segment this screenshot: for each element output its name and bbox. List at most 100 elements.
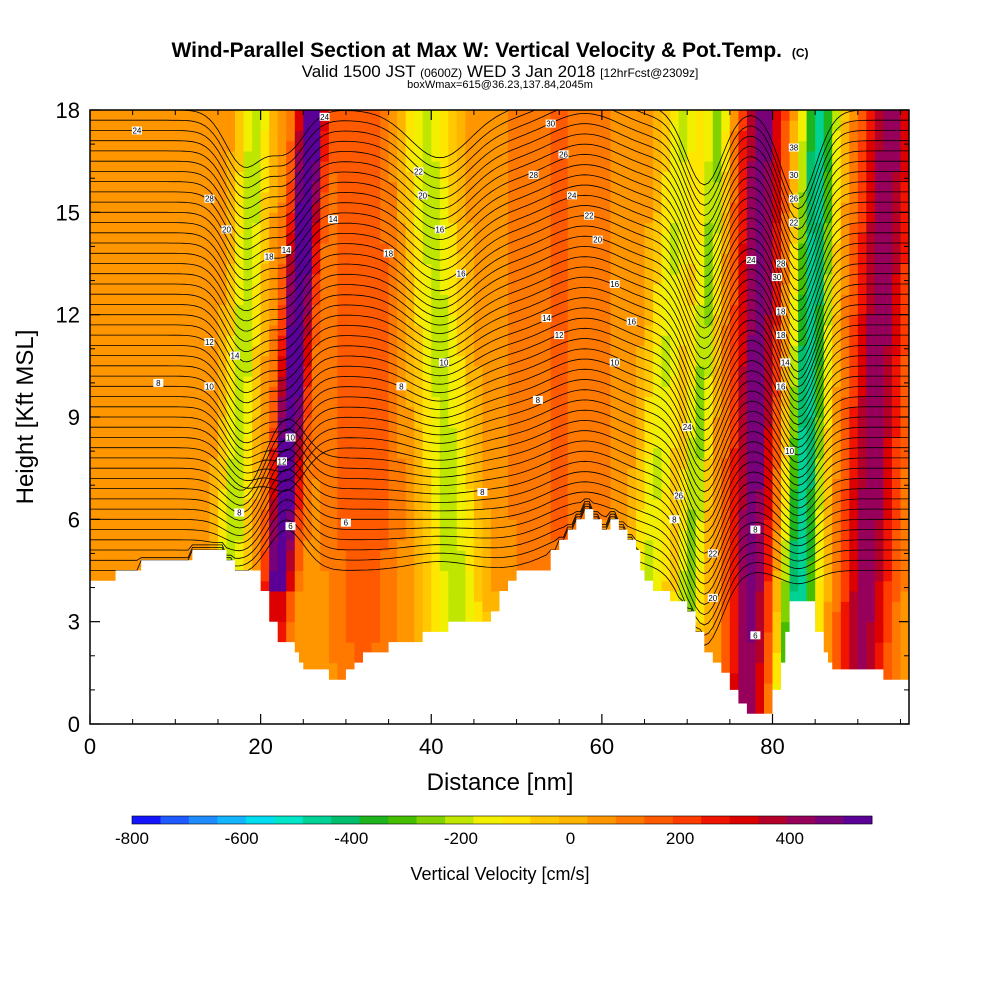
velocity-cell <box>431 468 441 479</box>
velocity-cell <box>525 417 535 428</box>
velocity-cell <box>320 284 330 295</box>
velocity-cell <box>380 529 390 541</box>
velocity-cell <box>550 243 560 254</box>
velocity-cell <box>235 294 245 305</box>
velocity-cell <box>277 304 287 316</box>
velocity-cell <box>269 427 279 438</box>
velocity-cell <box>320 314 330 326</box>
velocity-cell <box>687 591 697 602</box>
velocity-cell <box>422 560 432 572</box>
velocity-cell <box>175 212 185 224</box>
velocity-cell <box>354 191 364 203</box>
velocity-cell <box>414 386 424 398</box>
velocity-cell <box>405 171 415 183</box>
velocity-cell <box>764 304 774 316</box>
velocity-cell <box>465 181 475 193</box>
velocity-cell <box>678 355 688 367</box>
velocity-cell <box>388 468 398 479</box>
velocity-cell <box>687 222 697 234</box>
velocity-cell <box>235 396 245 408</box>
velocity-cell <box>456 509 466 520</box>
velocity-cell <box>627 284 637 295</box>
velocity-cell <box>439 130 449 142</box>
velocity-cell <box>107 365 117 377</box>
velocity-cell <box>363 140 373 152</box>
velocity-cell <box>209 355 219 367</box>
velocity-cell <box>405 232 415 244</box>
velocity-cell <box>149 386 159 398</box>
velocity-cell <box>670 406 680 418</box>
velocity-cell <box>738 519 748 531</box>
velocity-cell <box>712 396 722 408</box>
velocity-cell <box>465 611 475 623</box>
velocity-cell <box>183 427 193 438</box>
velocity-cell <box>397 253 407 265</box>
velocity-cell <box>465 202 475 213</box>
velocity-cell <box>738 427 748 438</box>
velocity-cell <box>192 273 202 285</box>
velocity-cell <box>175 447 185 459</box>
velocity-cell <box>175 355 185 367</box>
velocity-cell <box>260 365 270 377</box>
velocity-cell <box>456 386 466 398</box>
velocity-cell <box>533 110 543 121</box>
velocity-cell <box>789 294 799 305</box>
velocity-cell <box>414 539 424 551</box>
velocity-cell <box>226 437 236 449</box>
velocity-cell <box>729 222 739 234</box>
velocity-cell <box>542 427 552 438</box>
velocity-cell <box>559 212 569 224</box>
velocity-cell <box>166 386 176 398</box>
velocity-cell <box>542 243 552 254</box>
velocity-cell <box>363 314 373 326</box>
velocity-cell <box>789 243 799 254</box>
velocity-cell <box>252 437 262 449</box>
velocity-cell <box>337 212 347 224</box>
velocity-cell <box>311 365 321 377</box>
velocity-cell <box>422 202 432 213</box>
velocity-cell <box>141 529 151 541</box>
velocity-cell <box>371 355 381 367</box>
velocity-cell <box>363 110 373 121</box>
velocity-cell <box>371 642 381 653</box>
velocity-cell <box>260 345 270 357</box>
velocity-cell <box>218 447 228 459</box>
velocity-cell <box>473 386 483 398</box>
velocity-cell <box>192 437 202 449</box>
velocity-cell <box>252 130 262 142</box>
velocity-cell <box>636 478 646 490</box>
velocity-cell <box>243 222 253 234</box>
velocity-cell <box>627 191 637 203</box>
velocity-cell <box>729 611 739 623</box>
velocity-cell <box>772 335 782 346</box>
velocity-cell <box>192 120 202 131</box>
velocity-cell <box>141 488 151 500</box>
velocity-cell <box>755 406 765 418</box>
velocity-cell <box>704 427 714 438</box>
velocity-cell <box>200 437 210 449</box>
velocity-cell <box>465 314 475 326</box>
velocity-cell <box>695 212 705 224</box>
velocity-cell <box>670 591 680 602</box>
velocity-cell <box>729 539 739 551</box>
velocity-cell <box>294 406 304 418</box>
velocity-cell <box>388 202 398 213</box>
velocity-cell <box>636 284 646 295</box>
velocity-cell <box>311 642 321 653</box>
velocity-cell <box>764 171 774 183</box>
velocity-cell <box>354 161 364 172</box>
velocity-cell <box>473 437 483 449</box>
velocity-cell <box>388 611 398 623</box>
velocity-cell <box>670 345 680 357</box>
velocity-cell <box>704 304 714 316</box>
velocity-cell <box>729 591 739 602</box>
velocity-cell <box>781 529 791 541</box>
velocity-cell <box>175 150 185 162</box>
velocity-cell <box>610 294 620 305</box>
velocity-cell <box>363 355 373 367</box>
velocity-cell <box>525 529 535 541</box>
velocity-cell <box>354 130 364 142</box>
velocity-cell <box>260 110 270 121</box>
velocity-cell <box>670 550 680 561</box>
velocity-cell <box>653 120 663 131</box>
